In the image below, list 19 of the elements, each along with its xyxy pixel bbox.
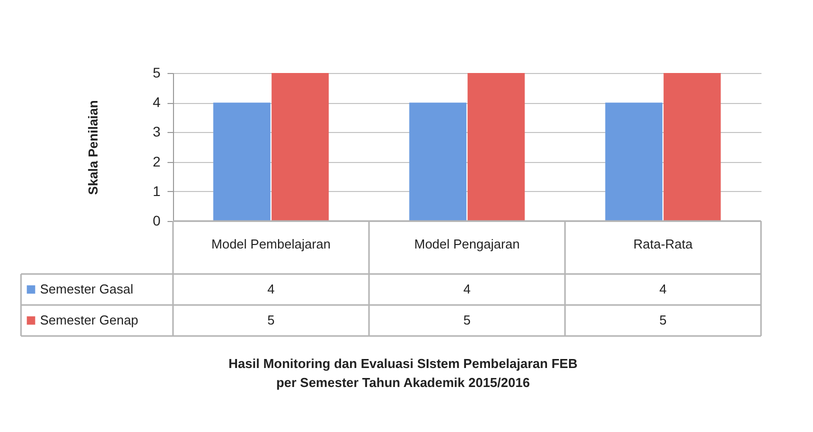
x-tick-label: Model Pembelajaran [211,236,331,252]
legend-label: Semester Gasal [40,282,134,296]
y-tick-label: 0 [152,212,161,228]
y-tick-label: 1 [152,182,161,199]
legend-label: Semester Genap [40,312,138,328]
y-axis-title: Skala Penilaian [86,100,101,195]
y-tick-label: 3 [152,124,161,140]
text: Hasil Monitoring dan Evaluasi SIstem Pembelajaran FEB per Semester Tahun Akademik 2015/2016 [228,356,578,390]
data-label: 4 [463,282,471,296]
y-tick-label: 5 [152,64,161,80]
data-label: 5 [659,312,667,328]
data-label: 5 [267,312,275,328]
y-tick-label: 4 [152,94,161,110]
data-label: 4 [267,282,275,296]
x-tick-label: Model Pengajaran [414,236,520,252]
data-label: 4 [659,282,667,296]
data-label: 5 [463,312,471,328]
y-tick-label: 2 [152,153,161,170]
x-tick-label: Rata-Rata [633,236,694,252]
